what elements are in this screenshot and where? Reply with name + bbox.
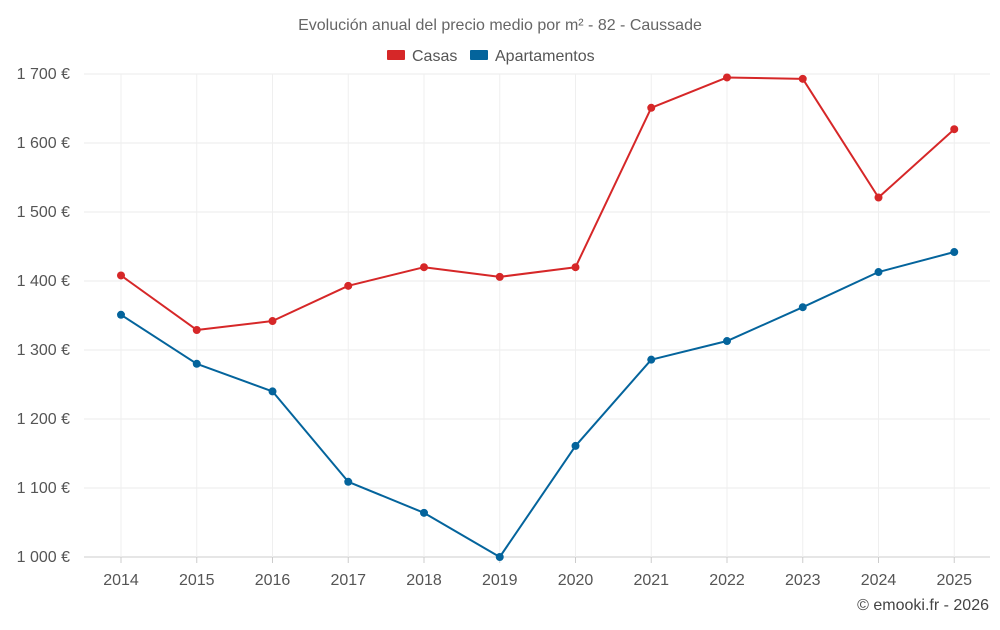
data-point-apartamentos[interactable] xyxy=(268,387,277,396)
data-point-casas[interactable] xyxy=(268,317,277,326)
y-tick-label: 1 700 € xyxy=(17,66,70,83)
data-point-casas[interactable] xyxy=(874,193,883,202)
data-point-apartamentos[interactable] xyxy=(420,508,428,517)
legend: Casas Apartamentos xyxy=(387,48,595,65)
series-line-apartamentos xyxy=(120,251,956,558)
y-tick-label: 1 100 € xyxy=(17,480,70,497)
data-point-casas[interactable] xyxy=(571,263,580,272)
x-tick-label: 2019 xyxy=(482,572,518,589)
data-point-casas[interactable] xyxy=(344,281,353,290)
data-point-apartamentos[interactable] xyxy=(117,310,125,319)
x-tick-label: 2017 xyxy=(330,572,366,589)
x-tick-label: 2018 xyxy=(406,572,442,589)
y-tick-label: 1 300 € xyxy=(17,342,70,359)
x-tick-label: 2025 xyxy=(936,572,972,589)
data-point-apartamentos[interactable] xyxy=(950,248,959,257)
chart-title: Evolución anual del precio medio por m² … xyxy=(298,17,702,34)
x-tick-label: 2015 xyxy=(179,572,215,589)
data-point-casas[interactable] xyxy=(950,125,959,134)
y-tick-label: 1 500 € xyxy=(17,204,70,221)
data-point-casas[interactable] xyxy=(723,73,731,82)
legend-label-apartamentos[interactable]: Apartamentos xyxy=(495,48,595,65)
legend-swatch-casas xyxy=(387,50,405,60)
data-point-apartamentos[interactable] xyxy=(798,303,807,312)
y-axis-ticks: 1 000 € 1 100 € 1 200 € 1 300 € 1 400 € 1 500… xyxy=(17,66,70,566)
x-tick-label: 2014 xyxy=(103,572,139,589)
data-point-casas[interactable] xyxy=(495,272,504,281)
y-tick-label: 1 400 € xyxy=(17,273,70,290)
data-point-apartamentos[interactable] xyxy=(495,553,504,561)
y-gridlines xyxy=(84,73,990,558)
y-tick-label: 1 600 € xyxy=(17,135,70,152)
legend-swatch-apartamentos xyxy=(470,50,488,60)
data-point-casas[interactable] xyxy=(192,325,201,334)
x-tick-label: 2022 xyxy=(709,572,745,589)
series-casas xyxy=(117,73,959,334)
legend-label-casas[interactable]: Casas xyxy=(412,48,457,65)
data-point-apartamentos[interactable] xyxy=(723,337,731,346)
data-point-casas[interactable] xyxy=(647,103,656,112)
data-point-casas[interactable] xyxy=(117,271,125,280)
data-point-casas[interactable] xyxy=(420,263,428,272)
data-point-apartamentos[interactable] xyxy=(192,359,201,368)
credit-text: © emooki.fr - 2026 xyxy=(857,597,989,614)
data-point-apartamentos[interactable] xyxy=(344,477,353,486)
series-apartamentos xyxy=(117,248,959,561)
series-layer xyxy=(117,73,959,561)
x-tick-label: 2024 xyxy=(861,572,897,589)
x-tick-label: 2021 xyxy=(633,572,669,589)
x-tick-label: 2020 xyxy=(558,572,594,589)
data-point-casas[interactable] xyxy=(798,74,807,83)
x-tick-label: 2023 xyxy=(785,572,821,589)
data-point-apartamentos[interactable] xyxy=(571,441,580,450)
y-tick-label: 1 200 € xyxy=(17,411,70,428)
data-point-apartamentos[interactable] xyxy=(874,268,883,277)
y-tick-label: 1 000 € xyxy=(17,549,70,566)
x-axis-ticks: 2014 2015 2016 2017 2018 2019 2020 2021 2022 2023… xyxy=(103,572,972,589)
series-line-casas xyxy=(120,76,956,331)
x-tick-label: 2016 xyxy=(255,572,291,589)
x-gridlines xyxy=(120,74,955,563)
data-point-apartamentos[interactable] xyxy=(647,355,656,364)
